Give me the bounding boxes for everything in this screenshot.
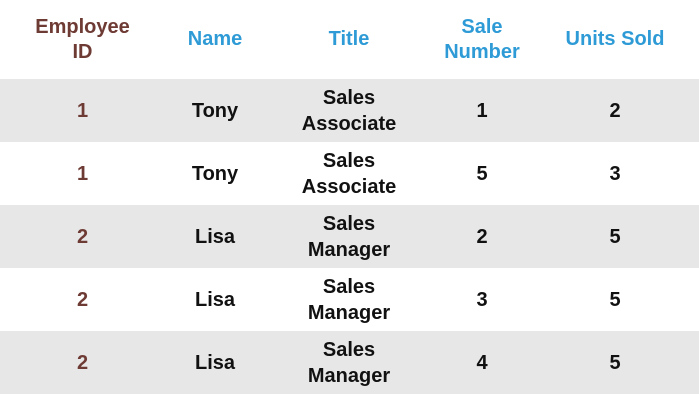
cell-units-sold: 5 [609,288,621,311]
sales-table: Employee ID Name Title Sale Number Units… [0,0,699,394]
table-row: 2 Lisa Sales Manager 4 5 [0,331,699,394]
cell-sale-number: 3 [476,288,488,311]
header-units-sold: Units Sold [565,28,665,50]
cell-title: Sales Manager [307,338,391,387]
cell-title: Sales Manager [307,212,391,261]
cell-employee-id: 1 [76,162,89,185]
cell-units-sold: 3 [609,162,621,185]
cell-sale-number: 4 [476,351,488,374]
cell-name: Lisa [194,288,236,311]
cell-title: Sales Manager [307,275,391,324]
table-row: 2 Lisa Sales Manager 3 5 [0,268,699,331]
cell-units-sold: 5 [609,225,621,248]
cell-units-sold: 2 [609,99,621,122]
cell-employee-id: 1 [76,99,89,122]
header-employee-id: Employee ID [35,15,130,63]
cell-units-sold: 5 [609,351,621,374]
cell-sale-number: 1 [476,99,488,122]
cell-employee-id: 2 [76,351,89,374]
table-row: 2 Lisa Sales Manager 2 5 [0,205,699,268]
cell-title: Sales Associate [301,149,397,198]
table-header-row: Employee ID Name Title Sale Number Units… [0,0,699,79]
table-row: 1 Tony Sales Associate 5 3 [0,142,699,205]
cell-name: Lisa [194,225,236,248]
cell-name: Tony [191,162,239,185]
cell-sale-number: 5 [476,162,488,185]
cell-name: Lisa [194,351,236,374]
cell-employee-id: 2 [76,288,89,311]
table-row: 1 Tony Sales Associate 1 2 [0,79,699,142]
header-sale-number: Sale Number [444,15,520,63]
cell-sale-number: 2 [476,225,488,248]
cell-employee-id: 2 [76,225,89,248]
header-title: Title [328,28,370,50]
cell-title: Sales Associate [301,86,397,135]
header-name: Name [187,28,243,50]
cell-name: Tony [191,99,239,122]
